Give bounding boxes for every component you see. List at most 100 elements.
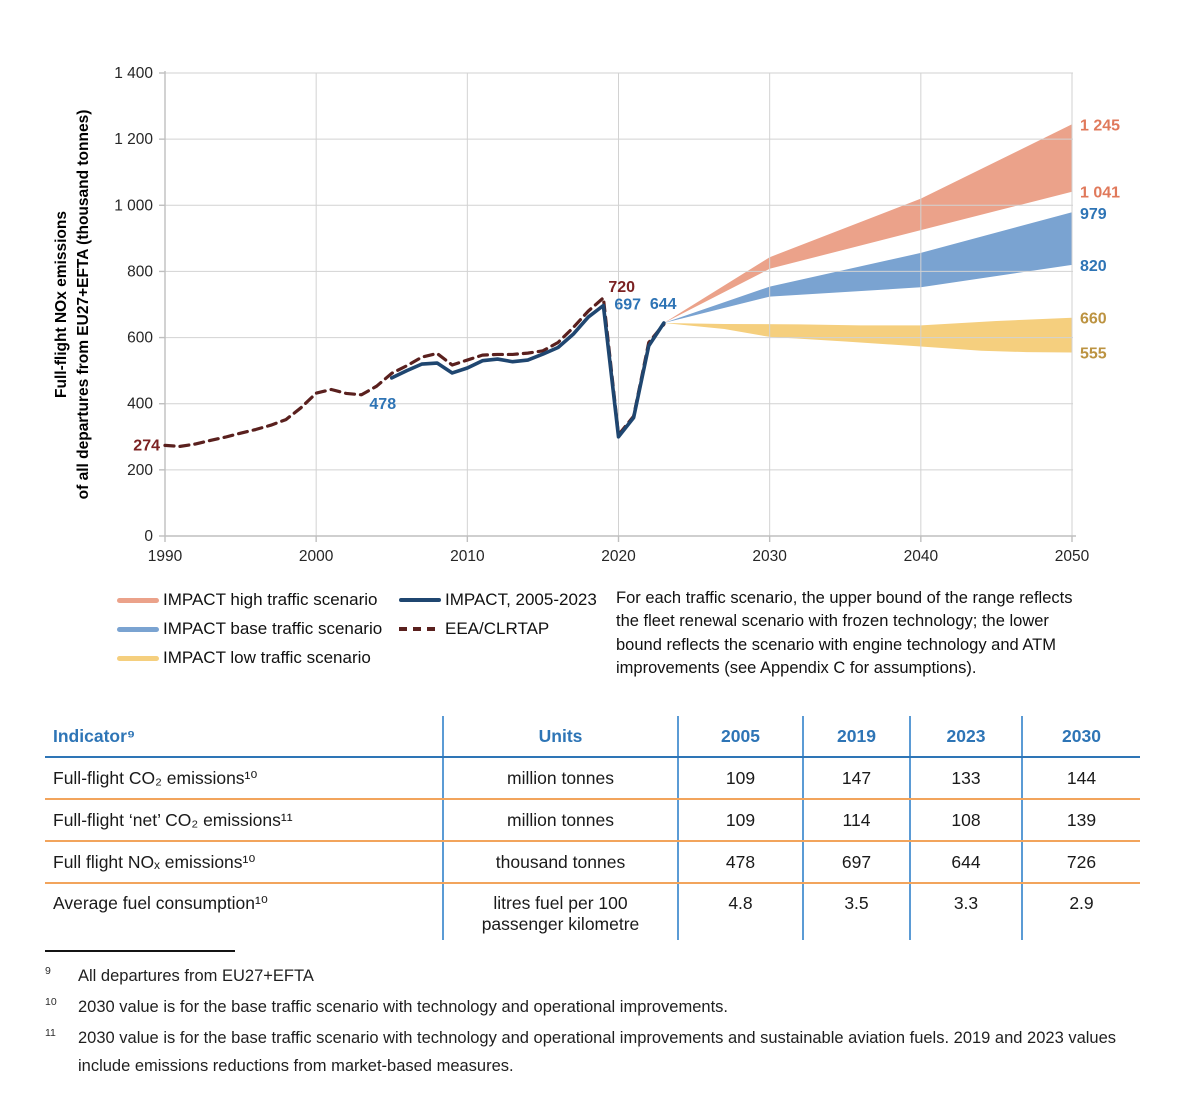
footnote-marker: 10 — [45, 996, 57, 1009]
footnote-rule — [45, 950, 235, 952]
annotation-1245: 1 245 — [1080, 117, 1120, 134]
legend-item-eea-line: EEA/CLRTAP — [399, 619, 597, 639]
annotation-697: 697 — [614, 296, 641, 313]
annotation-555: 555 — [1080, 345, 1107, 362]
annotation-720: 720 — [608, 279, 635, 296]
row-units: million tonnes — [442, 757, 678, 800]
row-indicator: Full-flight ‘net’ CO₂ emissions¹¹ — [45, 799, 443, 842]
band-base-traffic — [663, 212, 1072, 324]
annotation-478: 478 — [369, 396, 396, 413]
footnote-text: 2030 value is for the base traffic scena… — [78, 998, 728, 1017]
y-tick-label: 0 — [144, 528, 153, 545]
cell-value: 108 — [909, 799, 1022, 842]
annotation-820: 820 — [1080, 258, 1107, 275]
footnote-text: 2030 value is for the base traffic scena… — [78, 1029, 1117, 1076]
column-header-2005: 2005 — [677, 716, 803, 758]
cell-value: 109 — [677, 799, 803, 842]
annotation-979: 979 — [1080, 206, 1107, 223]
cell-value: 147 — [802, 757, 910, 800]
cell-value: 114 — [802, 799, 910, 842]
series-impact-2005-2023 — [389, 303, 666, 439]
annotation-644: 644 — [650, 296, 677, 313]
column-header-units: Units — [442, 716, 678, 758]
x-tick-label: 2010 — [450, 548, 485, 565]
impact-line-swatch-icon — [399, 597, 441, 603]
y-tick-label: 200 — [127, 462, 153, 479]
footnote-marker: 11 — [45, 1027, 56, 1040]
legend-label: IMPACT low traffic scenario — [163, 648, 371, 667]
column-header-indicator: Indicator⁹ — [45, 716, 443, 758]
cell-value: 3.3 — [909, 883, 1022, 940]
table-row: Average fuel consumption¹⁰ litres fuel p… — [45, 883, 1140, 940]
nox-emissions-chart: 0 200 400 600 800 1 000 1 200 1 400 1990 2000 2010… — [53, 65, 1120, 565]
legend-item-low-traffic: IMPACT low traffic scenario — [117, 648, 382, 668]
low-traffic-swatch-icon — [117, 655, 159, 661]
chart-legend-scenarios: IMPACT high traffic scenario IMPACT base… — [117, 590, 382, 668]
band-high-traffic — [663, 124, 1072, 324]
cell-value: 133 — [909, 757, 1022, 800]
footnote-11: 11 2030 value is for the base traffic sc… — [45, 1024, 1153, 1080]
row-units: litres fuel per 100 passenger kilometre — [442, 883, 678, 940]
y-tick-label: 400 — [127, 396, 153, 413]
cell-value: 2.9 — [1021, 883, 1140, 940]
table-row: Full-flight ‘net’ CO₂ emissions¹¹ millio… — [45, 799, 1140, 842]
x-tick-label: 2040 — [904, 548, 939, 565]
cell-value: 726 — [1021, 841, 1140, 884]
cell-value: 3.5 — [802, 883, 910, 940]
legend-label: IMPACT base traffic scenario — [163, 619, 383, 638]
base-traffic-swatch-icon — [117, 626, 159, 632]
y-tick-label: 1 200 — [114, 131, 153, 148]
y-tick-label: 600 — [127, 330, 153, 347]
column-header-2030: 2030 — [1021, 716, 1140, 758]
annotation-1041: 1 041 — [1080, 185, 1120, 202]
x-tick-label: 1990 — [148, 548, 183, 565]
cell-value: 4.8 — [677, 883, 803, 940]
legend-label: IMPACT high traffic scenario — [163, 590, 378, 609]
x-tick-label: 2050 — [1055, 548, 1090, 565]
annotation-660: 660 — [1080, 311, 1107, 328]
indicator-table: Indicator⁹ Units 2005 2019 2023 2030 Ful… — [45, 716, 1140, 940]
high-traffic-swatch-icon — [117, 597, 159, 603]
row-indicator: Full-flight CO₂ emissions¹⁰ — [45, 757, 443, 800]
annotation-274: 274 — [133, 437, 160, 454]
footnote-10: 10 2030 value is for the base traffic sc… — [45, 993, 1153, 1021]
cell-value: 144 — [1021, 757, 1140, 800]
x-tick-label: 2030 — [752, 548, 787, 565]
cell-value: 644 — [909, 841, 1022, 884]
cell-value: 109 — [677, 757, 803, 800]
y-tick-label: 1 000 — [114, 197, 153, 214]
row-indicator: Average fuel consumption¹⁰ — [53, 893, 268, 913]
legend-item-impact-line: IMPACT, 2005-2023 — [399, 590, 597, 610]
eea-dashed-swatch-icon — [399, 626, 441, 632]
cell-value: 478 — [677, 841, 803, 884]
scenario-bounds-note: For each traffic scenario, the upper bou… — [616, 589, 1073, 678]
band-low-traffic — [663, 317, 1072, 353]
x-tick-label: 2000 — [299, 548, 334, 565]
table-row: Full flight NOₓ emissions¹⁰ thousand ton… — [45, 841, 1140, 884]
cell-value: 697 — [802, 841, 910, 884]
y-axis-title-line: Full-flight NOx emissions — [53, 211, 70, 398]
table-header-row: Indicator⁹ Units 2005 2019 2023 2030 — [45, 716, 1140, 758]
footnote-marker: 9 — [45, 965, 51, 977]
y-axis-title-line: of all departures from EU27+EFTA (thousa… — [75, 110, 92, 500]
row-units: thousand tonnes — [442, 841, 678, 884]
y-tick-label: 800 — [127, 263, 153, 280]
chart-legend-history: IMPACT, 2005-2023 EEA/CLRTAP — [399, 590, 597, 639]
footnote-9: 9 All departures from EU27+EFTA — [45, 962, 1153, 990]
column-header-2023: 2023 — [909, 716, 1022, 758]
x-tick-label: 2020 — [601, 548, 636, 565]
footnote-text: All departures from EU27+EFTA — [78, 967, 314, 985]
legend-item-high-traffic: IMPACT high traffic scenario — [117, 590, 382, 610]
legend-label: IMPACT, 2005-2023 — [445, 590, 597, 609]
column-header-2019: 2019 — [802, 716, 910, 758]
footnotes: 9 All departures from EU27+EFTA 10 2030 … — [45, 950, 1153, 1083]
table-row: Full-flight CO₂ emissions¹⁰ million tonn… — [45, 757, 1140, 800]
legend-item-base-traffic: IMPACT base traffic scenario — [117, 619, 382, 639]
series-eea-clrtap — [163, 296, 666, 448]
row-indicator: Full flight NOₓ emissions¹⁰ — [45, 841, 443, 884]
cell-value: 139 — [1021, 799, 1140, 842]
y-tick-label: 1 400 — [114, 65, 153, 82]
legend-label: EEA/CLRTAP — [445, 619, 550, 638]
row-units: million tonnes — [442, 799, 678, 842]
